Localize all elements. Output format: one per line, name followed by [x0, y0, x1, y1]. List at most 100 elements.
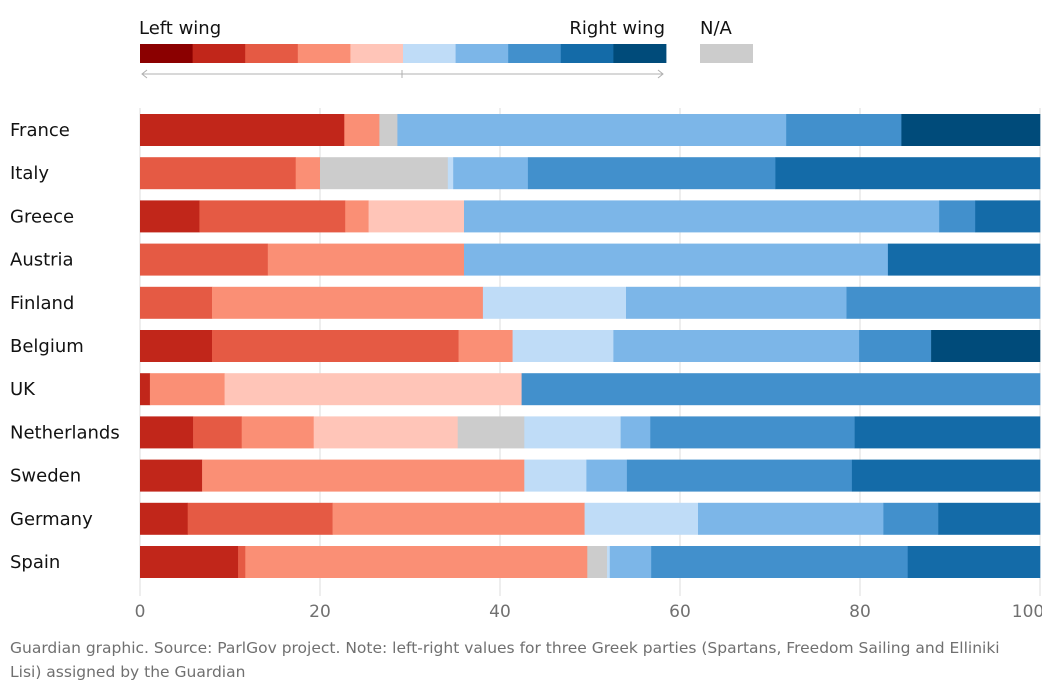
bar-segment-belgium-7	[931, 330, 1041, 362]
bar-row-germany	[140, 502, 1041, 535]
bar-segment-greece-7	[975, 200, 1041, 233]
country-label-germany: Germany	[10, 509, 93, 530]
bar-segment-uk-3	[224, 373, 522, 406]
bar-row-belgium	[140, 330, 1041, 362]
bar-segment-sweden-6	[851, 459, 1041, 492]
bar-segment-italy-3	[320, 157, 449, 190]
legend-right-label: Right wing	[569, 18, 665, 39]
bar-segment-greece-5	[464, 200, 940, 233]
bar-segment-italy-7	[775, 157, 1041, 190]
bar-segment-germany-6	[883, 502, 939, 535]
bar-segment-france-2	[344, 114, 380, 146]
bar-segment-spain-8	[907, 546, 1041, 578]
bar-segment-france-4	[397, 114, 787, 146]
legend-swatch-7	[455, 44, 509, 63]
country-label-belgium: Belgium	[10, 336, 84, 357]
bar-segment-sweden-3	[524, 459, 587, 492]
bar-segment-netherlands-1	[140, 416, 194, 449]
bar-row-netherlands	[140, 416, 1041, 449]
bar-row-greece	[140, 200, 1041, 233]
bar-row-austria	[140, 243, 1041, 276]
bar-segment-netherlands-8	[650, 416, 855, 449]
bar-segment-france-3	[379, 114, 398, 146]
bar-segment-spain-3	[245, 546, 588, 578]
legend-swatch-8	[508, 44, 562, 63]
bar-segment-finland-1	[140, 286, 213, 319]
country-label-uk: UK	[10, 379, 36, 400]
bar-segment-sweden-4	[586, 459, 628, 492]
x-axis-ticks: 0 20 40 60 80 100	[135, 602, 1042, 622]
bar-segment-sweden-1	[140, 459, 203, 492]
bar-segment-germany-2	[187, 502, 333, 535]
country-label-greece: Greece	[10, 206, 74, 227]
bar-segment-spain-1	[140, 546, 239, 578]
tick-label-100: 100	[1012, 602, 1042, 622]
bar-segment-france-1	[140, 114, 345, 146]
bar-segment-italy-4	[447, 157, 454, 190]
legend-swatch-5	[350, 44, 404, 63]
bar-row-sweden	[140, 459, 1041, 492]
bar-segment-uk-1	[140, 373, 151, 406]
country-label-netherlands: Netherlands	[10, 422, 120, 443]
legend-arrow-right-head	[657, 69, 664, 79]
tick-label-40: 40	[489, 602, 511, 622]
bar-row-france	[140, 114, 1041, 146]
country-label-italy: Italy	[10, 163, 49, 184]
bar-segment-belgium-5	[613, 330, 860, 362]
bar-segment-uk-4	[521, 373, 1041, 406]
bar-segment-uk-2	[149, 373, 225, 406]
bar-segment-spain-2	[238, 546, 246, 578]
bar-segment-greece-1	[140, 200, 200, 233]
bar-segment-sweden-2	[202, 459, 525, 492]
bar-segment-finland-5	[846, 286, 1041, 319]
bar-segment-belgium-2	[212, 330, 459, 362]
bar-segment-greece-6	[939, 200, 976, 233]
bar-segment-germany-3	[332, 502, 585, 535]
legend-na-label: N/A	[700, 18, 733, 39]
bar-segment-netherlands-7	[620, 416, 651, 449]
bar-segment-netherlands-4	[313, 416, 458, 449]
tick-label-0: 0	[135, 602, 146, 622]
bar-segment-sweden-5	[626, 459, 853, 492]
bar-segment-germany-1	[140, 502, 188, 535]
bar-segment-spain-6	[609, 546, 652, 578]
bar-segment-austria-2	[267, 243, 465, 276]
country-label-spain: Spain	[10, 552, 60, 573]
bar-segment-finland-2	[212, 286, 484, 319]
bar-segment-greece-2	[199, 200, 346, 233]
legend-left-label: Left wing	[139, 18, 221, 39]
bar-segment-italy-5	[453, 157, 529, 190]
bar-segment-germany-7	[938, 502, 1041, 535]
country-labels: France Italy Greece Austria Finland Belgium UK…	[10, 120, 120, 573]
legend-swatch-6	[403, 44, 456, 63]
bar-segment-netherlands-9	[854, 416, 1041, 449]
country-label-sweden: Sweden	[10, 466, 81, 487]
bar-segment-italy-2	[295, 157, 321, 190]
legend-swatch-10	[613, 44, 667, 63]
bar-segment-netherlands-5	[457, 416, 525, 449]
bar-segment-france-6	[901, 114, 1041, 146]
bar-segment-finland-3	[482, 286, 627, 319]
bar-segment-spain-5	[607, 546, 611, 578]
legend-scale-arrow	[141, 69, 664, 79]
bar-segment-france-5	[786, 114, 902, 146]
bar-segment-spain-4	[587, 546, 608, 578]
bar-segment-netherlands-3	[241, 416, 314, 449]
country-label-france: France	[10, 120, 70, 141]
legend-swatch-3	[245, 44, 299, 63]
legend-swatch-4	[297, 44, 351, 63]
legend-swatch-9	[560, 44, 614, 63]
legend-swatch-2	[192, 44, 246, 63]
bar-segment-belgium-6	[859, 330, 932, 362]
legend-color-scale	[140, 44, 667, 63]
tick-label-20: 20	[309, 602, 331, 622]
bar-segment-italy-6	[527, 157, 776, 190]
bar-row-uk	[140, 373, 1041, 406]
bar-segment-finland-4	[626, 286, 847, 319]
bar-segment-austria-4	[887, 243, 1041, 276]
bar-row-finland	[140, 286, 1041, 319]
bar-segment-italy-1	[140, 157, 296, 190]
bar-row-italy	[140, 157, 1041, 190]
bar-segment-belgium-3	[458, 330, 513, 362]
